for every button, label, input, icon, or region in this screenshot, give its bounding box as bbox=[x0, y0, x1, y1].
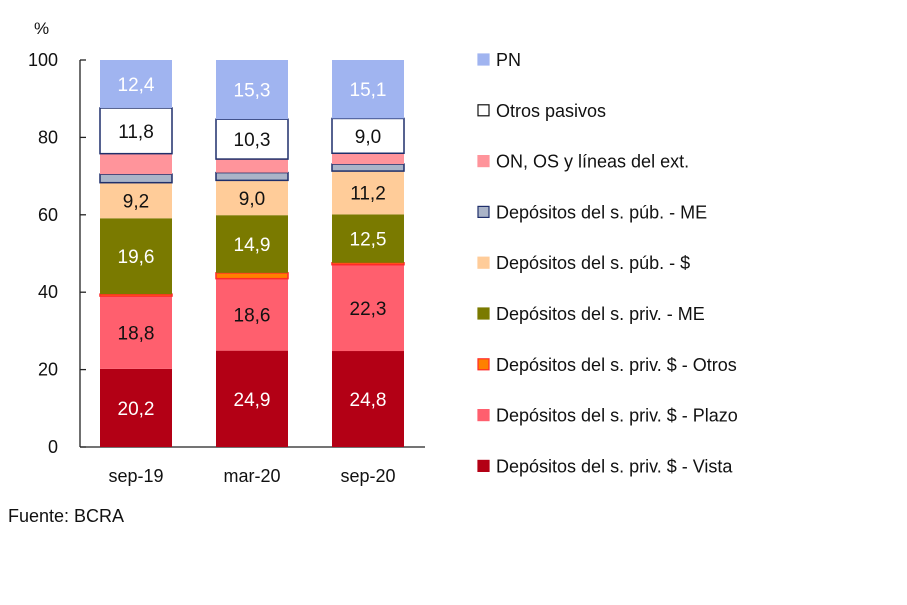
bar-segment bbox=[215, 272, 289, 280]
bar-segment bbox=[216, 60, 288, 120]
bar-segment bbox=[216, 278, 288, 351]
source-note: Fuente: BCRA bbox=[8, 506, 125, 526]
data-label: 19,6 bbox=[118, 247, 155, 268]
legend-label: Otros pasivos bbox=[496, 101, 606, 121]
data-label: 9,0 bbox=[239, 189, 265, 210]
bar-segment bbox=[332, 153, 404, 165]
bar-segment bbox=[100, 60, 172, 108]
y-tick-label: 80 bbox=[38, 127, 58, 147]
y-tick-label: 100 bbox=[28, 50, 58, 70]
x-tick-label: sep-19 bbox=[108, 466, 163, 486]
bar-segment bbox=[216, 215, 288, 273]
bar-segment bbox=[215, 118, 289, 160]
legend-swatch bbox=[477, 409, 490, 422]
y-tick-label: 0 bbox=[48, 437, 58, 457]
legend-label: Depósitos del s. priv. $ - Plazo bbox=[496, 406, 738, 426]
legend-label: Depósitos del s. púb. - ME bbox=[496, 202, 707, 222]
data-label: 9,0 bbox=[355, 127, 381, 148]
data-label: 15,3 bbox=[234, 81, 271, 102]
y-tick-label: 40 bbox=[38, 282, 58, 302]
bar-segment bbox=[215, 171, 289, 182]
legend-swatch bbox=[477, 256, 490, 269]
legend-swatch bbox=[477, 53, 490, 66]
bar-segment bbox=[332, 264, 404, 352]
bar-segment bbox=[331, 117, 405, 155]
bar-segment bbox=[100, 218, 172, 295]
y-axis-unit: % bbox=[34, 19, 49, 38]
data-label: 18,6 bbox=[234, 306, 271, 327]
legend-swatch bbox=[477, 205, 490, 218]
legend-label: Depósitos del s. priv. $ - Vista bbox=[496, 456, 733, 476]
legend-label: Depósitos del s. priv. - ME bbox=[496, 304, 705, 324]
data-label: 20,2 bbox=[118, 399, 155, 420]
bar-segment bbox=[332, 351, 404, 447]
bar-segment bbox=[332, 214, 404, 263]
data-label: 12,4 bbox=[118, 75, 155, 96]
data-label: 22,3 bbox=[350, 299, 387, 320]
bar-segment bbox=[99, 107, 173, 155]
bar-segment bbox=[216, 180, 288, 216]
y-tick-label: 60 bbox=[38, 205, 58, 225]
x-tick-label: mar-20 bbox=[223, 466, 280, 486]
legend-swatch bbox=[477, 104, 490, 117]
y-tick-label: 20 bbox=[38, 360, 58, 380]
data-label: 10,3 bbox=[234, 130, 271, 151]
data-label: 11,8 bbox=[118, 122, 154, 143]
bar-segment bbox=[216, 159, 288, 173]
data-label: 11,2 bbox=[350, 184, 386, 205]
legend-swatch bbox=[477, 459, 490, 472]
bar-segment bbox=[216, 350, 288, 447]
bar-segment bbox=[332, 171, 404, 215]
data-label: 14,9 bbox=[234, 235, 271, 256]
bar-segment bbox=[331, 262, 405, 266]
bar-segment bbox=[100, 153, 172, 175]
legend-swatch bbox=[477, 155, 490, 168]
data-label: 12,5 bbox=[350, 230, 387, 251]
bar-segment bbox=[331, 163, 405, 172]
legend-swatch bbox=[477, 307, 490, 320]
bar-segment bbox=[100, 368, 172, 447]
bar-segment bbox=[100, 182, 172, 219]
legend-swatch bbox=[477, 358, 490, 371]
bar-segment bbox=[99, 293, 173, 297]
data-label: 9,2 bbox=[123, 191, 149, 212]
bar-segment bbox=[99, 173, 173, 184]
legend-label: Depósitos del s. priv. $ - Otros bbox=[496, 355, 737, 375]
data-label: 24,8 bbox=[350, 390, 387, 411]
bar-segment bbox=[332, 60, 404, 119]
legend-label: PN bbox=[496, 50, 521, 70]
legend-label: Depósitos del s. púb. - $ bbox=[496, 253, 690, 273]
data-label: 24,9 bbox=[234, 390, 271, 411]
x-tick-label: sep-20 bbox=[340, 466, 395, 486]
data-label: 15,1 bbox=[350, 80, 387, 101]
legend-label: ON, OS y líneas del ext. bbox=[496, 152, 689, 172]
bar-segment bbox=[100, 296, 172, 369]
data-label: 18,8 bbox=[118, 323, 155, 344]
